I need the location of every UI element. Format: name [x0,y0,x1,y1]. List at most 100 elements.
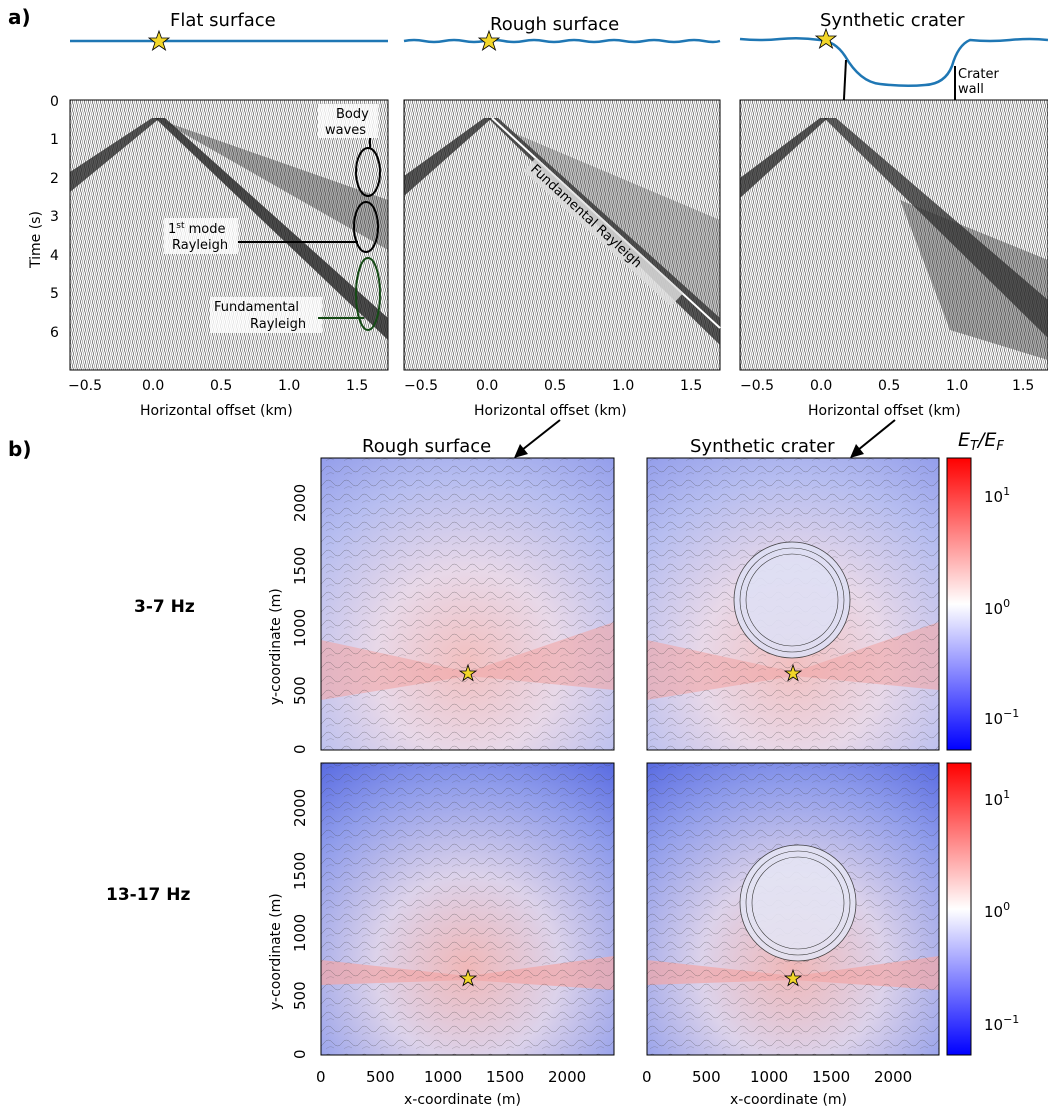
seismogram-rough: Fundamental Rayleigh [403,99,721,371]
panel-b-xaxis-right: 0 500 1000 1500 2000 x-coordinate (m) [642,1068,912,1108]
source-star [458,968,478,987]
xtick-label: −0.5 [404,378,438,394]
first-mode-ellipse [353,201,379,253]
panel-b-title-rough: Rough surface [362,436,491,457]
panel-b-xaxis-left: 0 500 1000 1500 2000 x-coordinate (m) [316,1068,586,1108]
wave-front-right [155,118,388,340]
xtick-label: 2000 [548,1068,586,1086]
body-waves-label-2: waves [325,123,366,138]
xtick-label: 1.5 [346,378,368,394]
xtick-label: 0.0 [810,378,832,394]
xtick-label: 0.0 [142,378,164,394]
xtick-label: 1000 [750,1068,788,1086]
panel-a-label: a) [8,5,31,29]
colorbar-label: ET/EF [958,429,1004,454]
panel-a-title-crater: Synthetic crater [820,10,965,31]
xtick-label: 1000 [424,1068,462,1086]
colorbar-top: 101 100 10−1 [946,457,1019,751]
ytick-label: 4 [50,248,59,264]
colorbar-tick: 100 [984,900,1010,921]
ytick-label: 500 [291,676,309,705]
xtick-label: 0.0 [476,378,498,394]
panel-a-xlabel: Horizontal offset (km) [808,403,961,419]
wave-front-left [70,118,160,192]
xtick-label: 0 [642,1068,652,1086]
panel-a-title-rough: Rough surface [490,14,619,35]
xtick-label: −0.5 [740,378,774,394]
xtick-label: 2000 [874,1068,912,1086]
xtick-label: 0.5 [544,378,566,394]
seismogram-crater [739,99,1048,371]
fundamental-ellipse [355,257,381,331]
colorbar-bottom: 101 100 10−1 [946,762,1019,1056]
panel-b-yaxis-bottom: 0 500 1000 1500 2000 y-coordinate (m) [268,789,309,1059]
map-crater-high [646,762,940,1056]
map-rough-high [320,762,615,1056]
ytick-label: 2000 [291,484,309,522]
panel-a-xaxis-3: −0.5 0.0 0.5 1.0 1.5 Horizontal offset (… [740,378,1034,419]
xtick-label: −0.5 [68,378,102,394]
crater-rim [733,541,851,659]
link-arrow-crater-head [850,444,864,458]
wave-front-left [740,118,828,198]
ytick-label: 1 [50,132,59,148]
source-star [477,29,501,52]
panel-a-xaxis-2: −0.5 0.0 0.5 1.0 1.5 Horizontal offset (… [404,378,702,419]
rough-surface-line [403,38,721,44]
xtick-label: 1500 [486,1068,524,1086]
panel-a-yaxis: 0 1 2 3 4 5 6 Time (s) [28,94,59,341]
xtick-label: 1.0 [946,378,968,394]
ytick-label: 0 [291,744,309,754]
fundamental-label-2: Rayleigh [250,317,306,332]
seismogram-flat: Body waves 1st mode Rayleigh Fundamental… [69,99,389,371]
link-arrow-crater [857,419,896,451]
xtick-label: 1.5 [680,378,702,394]
colorbar-tick: 101 [984,788,1010,809]
source-star [147,29,171,52]
crater-surface-line [739,36,1048,88]
ytick-label: 2 [50,171,59,187]
ytick-label: 2000 [291,789,309,827]
first-mode-label: 1st mode [168,221,226,237]
xtick-label: 1.0 [612,378,634,394]
link-arrow-rough-head [514,444,528,458]
crater-scatter [900,200,1048,360]
body-wave-fan [160,120,388,250]
crater-wall-label: Crater [958,67,999,82]
source-star [783,663,803,682]
panel-b-xlabel: x-coordinate (m) [730,1092,847,1108]
panel-a-xlabel: Horizontal offset (km) [140,403,293,419]
colorbar-tick: 10−1 [984,707,1019,728]
row-label-low: 3-7 Hz [134,597,195,617]
colorbar-tick: 10−1 [984,1013,1019,1034]
source-star [783,968,803,987]
panel-b-xlabel: x-coordinate (m) [404,1092,521,1108]
crater-rim [739,844,857,962]
source-star [814,27,838,50]
panel-b-ylabel: y-coordinate (m) [268,893,284,1010]
fundamental-label: Fundamental [214,300,299,315]
ytick-label: 3 [50,209,59,225]
row-label-high: 13-17 Hz [106,885,191,905]
panel-a-title-flat: Flat surface [170,10,276,31]
xtick-label: 0 [316,1068,326,1086]
body-waves-ellipse [355,147,381,197]
panel-a-xaxis-1: −0.5 0.0 0.5 1.0 1.5 Horizontal offset (… [68,378,368,419]
panel-a-col-2: Rough surface [403,14,721,52]
colorbar-tick: 101 [984,485,1010,506]
ytick-label: 1500 [291,547,309,585]
xtick-label: 500 [366,1068,395,1086]
body-waves-label: Body [336,107,369,122]
panel-a-ylabel: Time (s) [28,211,44,269]
xtick-label: 500 [692,1068,721,1086]
ytick-label: 1500 [291,852,309,890]
xtick-label: 0.5 [878,378,900,394]
link-arrow-rough [521,419,561,451]
first-mode-label-2: Rayleigh [172,238,228,253]
crater-wall-label-2: wall [958,82,984,97]
map-crater-low [646,457,940,751]
ytick-label: 5 [50,286,59,302]
source-star [458,663,478,682]
xtick-label: 0.5 [210,378,232,394]
